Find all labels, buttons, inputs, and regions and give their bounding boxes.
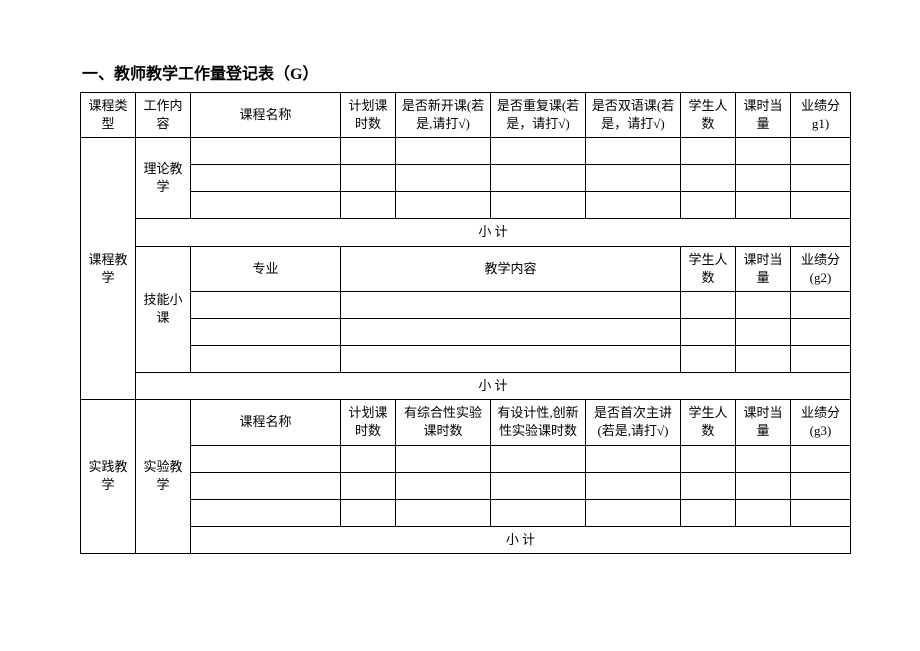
hdr-planned-hours: 计划课时数 <box>341 93 396 138</box>
cell <box>191 499 341 526</box>
cell <box>586 499 681 526</box>
cell <box>586 165 681 192</box>
cell <box>341 499 396 526</box>
cell <box>791 138 851 165</box>
cell <box>491 138 586 165</box>
cell <box>736 318 791 345</box>
cell <box>491 192 586 219</box>
workload-table: 课程类型 工作内容 课程名称 计划课时数 是否新开课(若是,请打√) 是否重复课… <box>80 92 851 554</box>
cell <box>681 291 736 318</box>
exp-hdr-student: 学生人数 <box>681 400 736 445</box>
hdr-student-count: 学生人数 <box>681 93 736 138</box>
cell <box>396 445 491 472</box>
cell <box>736 445 791 472</box>
hdr-is-bilingual: 是否双语课(若是，请打√) <box>586 93 681 138</box>
cell <box>681 138 736 165</box>
cell <box>586 445 681 472</box>
skill-hdr-content: 教学内容 <box>341 246 681 291</box>
exp-subtotal: 小 计 <box>191 526 851 553</box>
cell <box>791 318 851 345</box>
cell <box>191 472 341 499</box>
cell <box>341 192 396 219</box>
skill-hdr-hour: 课时当量 <box>736 246 791 291</box>
exp-label: 实验教学 <box>136 400 191 554</box>
cell <box>191 345 341 372</box>
cell <box>736 165 791 192</box>
cell <box>341 138 396 165</box>
skill-label: 技能小课 <box>136 246 191 372</box>
cell <box>396 138 491 165</box>
cell <box>341 165 396 192</box>
page-title: 一、教师教学工作量登记表（G） <box>82 60 840 84</box>
cell <box>736 345 791 372</box>
skill-hdr-student: 学生人数 <box>681 246 736 291</box>
exp-hdr-design: 有设计性,创新性实验课时数 <box>491 400 586 445</box>
exp-hdr-course: 课程名称 <box>191 400 341 445</box>
cell <box>586 138 681 165</box>
cell <box>791 165 851 192</box>
exp-hdr-hour: 课时当量 <box>736 400 791 445</box>
exp-hdr-score: 业绩分(g3) <box>791 400 851 445</box>
cat-course-teaching: 课程教学 <box>81 138 136 400</box>
cell <box>191 445 341 472</box>
cell <box>736 291 791 318</box>
cell <box>586 472 681 499</box>
cell <box>396 165 491 192</box>
theory-label: 理论教学 <box>136 138 191 219</box>
cell <box>341 445 396 472</box>
hdr-hour-equiv: 课时当量 <box>736 93 791 138</box>
cell <box>791 192 851 219</box>
exp-hdr-first: 是否首次主讲(若是,请打√) <box>586 400 681 445</box>
cell <box>791 345 851 372</box>
cell <box>791 472 851 499</box>
cell <box>681 472 736 499</box>
hdr-work-content: 工作内容 <box>136 93 191 138</box>
cell <box>681 499 736 526</box>
skill-hdr-score: 业绩分(g2) <box>791 246 851 291</box>
cell <box>491 472 586 499</box>
cat-practice: 实践教学 <box>81 400 136 554</box>
cell <box>681 345 736 372</box>
cell <box>681 318 736 345</box>
cell <box>791 445 851 472</box>
hdr-score-g1: 业绩分 g1) <box>791 93 851 138</box>
cell <box>736 192 791 219</box>
hdr-is-new: 是否新开课(若是,请打√) <box>396 93 491 138</box>
cell <box>191 138 341 165</box>
cell <box>681 192 736 219</box>
cell <box>586 192 681 219</box>
cell <box>396 192 491 219</box>
cell <box>491 165 586 192</box>
cell <box>341 318 681 345</box>
cell <box>396 499 491 526</box>
cell <box>791 291 851 318</box>
cell <box>736 138 791 165</box>
theory-subtotal: 小 计 <box>136 219 851 246</box>
cell <box>491 445 586 472</box>
exp-hdr-planned: 计划课时数 <box>341 400 396 445</box>
cell <box>341 472 396 499</box>
cell <box>191 291 341 318</box>
cell <box>191 318 341 345</box>
skill-subtotal: 小 计 <box>136 372 851 399</box>
cell <box>681 165 736 192</box>
cell <box>191 192 341 219</box>
cell <box>736 499 791 526</box>
hdr-is-repeat: 是否重复课(若是，请打√) <box>491 93 586 138</box>
cell <box>341 291 681 318</box>
cell <box>736 472 791 499</box>
cell <box>341 345 681 372</box>
cell <box>396 472 491 499</box>
cell <box>191 165 341 192</box>
hdr-course-name: 课程名称 <box>191 93 341 138</box>
exp-hdr-comp: 有综合性实验课时数 <box>396 400 491 445</box>
hdr-course-type: 课程类型 <box>81 93 136 138</box>
skill-hdr-major: 专业 <box>191 246 341 291</box>
cell <box>491 499 586 526</box>
cell <box>791 499 851 526</box>
cell <box>681 445 736 472</box>
